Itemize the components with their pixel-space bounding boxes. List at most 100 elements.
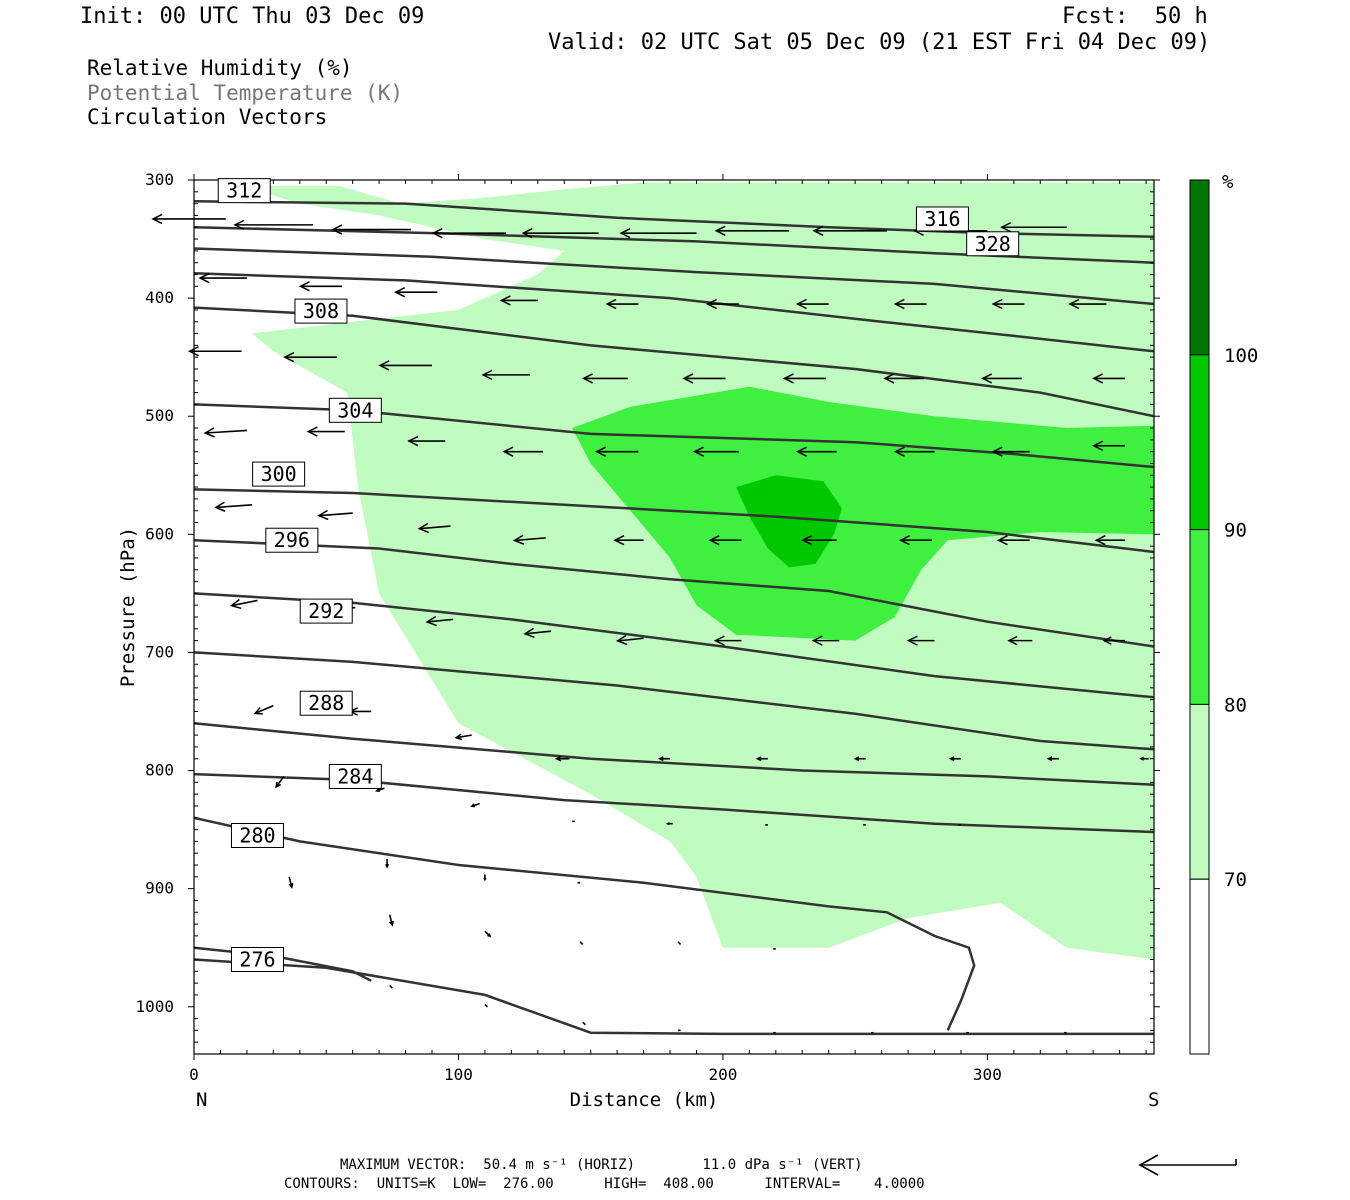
circulation-vector: [417, 522, 451, 534]
colorbar: % 100 90 80 70: [1189, 171, 1258, 1055]
contour-label-328: 328: [966, 231, 1020, 257]
x-tick-label: 100: [444, 1065, 473, 1084]
circulation-vector: [853, 756, 866, 762]
svg-text:308: 308: [303, 299, 339, 323]
colorbar-segment: [1189, 354, 1210, 531]
circulation-vector: [484, 930, 492, 938]
contour-labels: 276 280 284 288 292 296 300 304 308 312 316 328: [217, 178, 1020, 973]
circulation-vector: [288, 876, 294, 889]
circulation-vector: [521, 227, 599, 239]
svg-text:328: 328: [975, 232, 1011, 256]
contour-label-280: 280: [230, 823, 284, 848]
theta-contour-308: [193, 403, 1155, 469]
forecast-hour-label: Fcst: 50 h: [1062, 4, 1208, 29]
circulation-vector: [1102, 636, 1125, 645]
theta-contour-288: [193, 722, 1155, 786]
contour-label-300: 300: [252, 461, 306, 487]
contour-label-312: 312: [217, 178, 271, 204]
init-time-label: Init: 00 UTC Thu 03 Dec 09: [80, 4, 425, 29]
circulation-vector: [331, 224, 411, 235]
circulation-vector: [389, 984, 393, 989]
circulation-vector: [906, 635, 935, 646]
circulation-vector: [385, 859, 390, 869]
circulation-vector: [454, 733, 472, 741]
theta-contour-304: [193, 488, 1155, 554]
circulation-vector: [581, 373, 628, 384]
circulation-vector: [375, 787, 385, 793]
south-end-label: S: [1148, 1089, 1159, 1111]
circulation-vector: [499, 295, 538, 306]
circulation-vector: [991, 446, 1030, 457]
contour-label-276: 276: [230, 947, 284, 973]
svg-text:280: 280: [239, 824, 275, 848]
circulation-vector: [708, 535, 742, 546]
colorbar-level-label: 90: [1224, 520, 1247, 542]
circulation-vector: [811, 635, 840, 646]
max-vector-note: MAXIMUM VECTOR: 50.4 m s⁻¹ (HORIZ) 11.0 …: [340, 1157, 863, 1173]
contour-info-note: CONTOURS: UNITS=K LOW= 276.00 HIGH= 408.…: [284, 1176, 925, 1192]
circulation-vector: [1046, 756, 1059, 762]
circulation-vector: [692, 446, 739, 457]
circulation-vector: [981, 373, 1022, 384]
circulation-vector: [801, 535, 837, 546]
y-tick-label: 400: [145, 288, 174, 307]
circulation-vector: [407, 435, 446, 447]
circulation-vector: [378, 360, 433, 371]
circulation-vector: [431, 227, 507, 239]
circulation-vector: [1092, 373, 1125, 384]
circulation-vector: [615, 634, 644, 646]
theta-contour-300: [193, 538, 1155, 648]
contour-label-316: 316: [915, 206, 969, 232]
theta-contour-276: [193, 958, 1154, 1036]
circulation-vector: [657, 756, 671, 762]
circulation-vector: [1092, 440, 1125, 451]
circulation-vector: [898, 535, 932, 546]
circulation-vector: [233, 219, 314, 231]
y-tick-label: 500: [145, 406, 174, 425]
circulation-vector: [677, 941, 682, 945]
circulation-vector: [705, 298, 739, 310]
circulation-vector: [481, 369, 530, 381]
colorbar-unit: %: [1222, 171, 1234, 193]
theta-contour-292: [193, 651, 1155, 751]
circulation-vector: [317, 509, 353, 521]
y-tick-label: 600: [145, 524, 174, 543]
theta-contour-324: [193, 225, 1155, 264]
svg-text:292: 292: [308, 599, 344, 623]
circulation-vector: [470, 802, 480, 808]
rh-region-80: [572, 386, 1154, 641]
circulation-vector: [203, 427, 247, 438]
circulation-vector: [1007, 635, 1033, 646]
circulation-vector: [948, 756, 961, 762]
y-tick-label: 800: [145, 761, 174, 780]
colorbar-level-label: 70: [1224, 869, 1247, 891]
svg-text:284: 284: [337, 764, 373, 788]
circulation-vector: [893, 446, 935, 457]
contour-label-304: 304: [328, 397, 382, 423]
svg-text:304: 304: [337, 398, 373, 422]
svg-text:276: 276: [239, 948, 275, 972]
circulation-vector: [283, 351, 337, 363]
circulation-vector: [579, 941, 584, 945]
circulation-vector: [388, 914, 394, 927]
circulation-vector: [253, 704, 274, 715]
colorbar-level-label: 80: [1224, 694, 1247, 716]
svg-text:288: 288: [308, 691, 344, 715]
circulation-vector: [619, 227, 697, 239]
theta-contour-layer: [193, 200, 1155, 1036]
circulation-vector: [782, 373, 827, 384]
valid-time-label: Valid: 02 UTC Sat 05 Dec 09 (21 EST Fri …: [548, 30, 1211, 55]
reference-vector: [1138, 1154, 1237, 1176]
circulation-vector: [483, 874, 487, 882]
y-tick-label: 700: [145, 642, 174, 661]
colorbar-segment: [1189, 529, 1210, 705]
circulation-vector: [665, 822, 673, 826]
circulation-vector: [595, 446, 639, 457]
legend-circulation-vectors: Circulation Vectors: [87, 105, 328, 129]
circulation-vector: [554, 755, 570, 762]
circulation-vector: [883, 373, 924, 384]
contour-label-296: 296: [265, 527, 319, 553]
colorbar-segment: [1189, 179, 1210, 356]
circulation-vector: [298, 281, 343, 292]
y-tick-label: 300: [145, 170, 174, 189]
